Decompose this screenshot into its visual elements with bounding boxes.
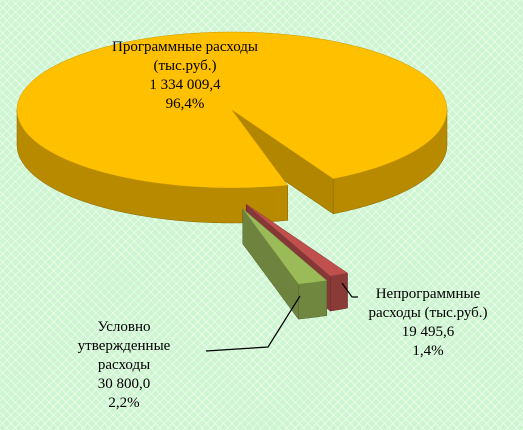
slice [246,204,349,277]
percent-label: 1,4% [412,343,444,359]
percent-label: 96,4% [165,96,205,112]
percent-label: 2,2% [108,395,140,411]
category-label: Программные расходы (тыс.руб.) [112,39,258,74]
leader-line [341,282,358,298]
slice-label: Программные расходы (тыс.руб.) 1 334 009… [110,38,260,114]
slice-label: Непрограммные расходы (тыс.руб.) 19 495,… [348,285,508,361]
slice-side [298,280,328,320]
slice [242,208,328,285]
value-label: 30 800,0 [97,376,151,392]
leader-line [205,295,301,352]
value-label: 19 495,6 [401,324,455,340]
category-label: Непрограммные расходы (тыс.руб.) [368,286,488,321]
category-label: Условно утвержденные расходы [77,319,171,373]
slice-side [330,272,348,312]
value-label: 1 334 009,4 [149,77,221,93]
slice [16,31,448,189]
slice-label: Условно утвержденные расходы 30 800,0 2,… [72,318,176,413]
